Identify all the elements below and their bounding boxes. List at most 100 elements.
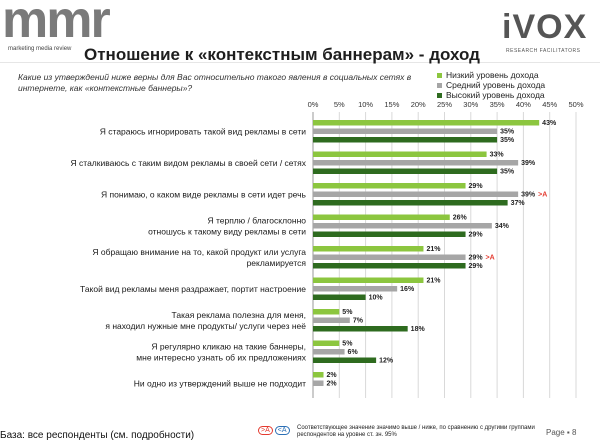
bar-high [313,231,466,237]
data-label: 35% [500,169,515,176]
bar-low [313,340,340,346]
legend-item-mid: Средний уровень дохода [437,80,545,90]
legend-swatch-low [437,72,442,78]
survey-question: Какие из утверждений ниже верны для Вас … [18,72,412,93]
significance-markers: >A <A [258,426,290,435]
data-label: 39% [521,160,536,167]
data-label: 43% [542,120,557,127]
bar-low [313,372,324,378]
bar-mid [313,160,519,166]
bar-low [313,183,466,189]
bar-low [313,246,424,252]
legend-item-high: Высокий уровень дохода [437,90,545,100]
legend-label-low: Низкий уровень дохода [446,70,539,80]
bar-low [313,214,450,220]
mmr-logo-word: mmr [2,0,111,50]
x-tick-label: 35% [490,100,505,109]
data-label: 2% [327,372,338,379]
data-label: 29% [469,263,484,270]
category-label: Ни одно из утверждений выше не подходит [134,378,306,388]
page-number: Page ▪ 8 [546,428,577,437]
significance-note: Соответствующее значение значимо выше / … [297,425,535,438]
mmr-logo-tagline: marketing media review [8,46,72,52]
header-divider [0,62,600,63]
mmr-logo-text: mmr [2,0,111,49]
data-label: 35% [500,129,515,136]
data-label: 26% [453,215,468,222]
bar-mid [313,128,498,134]
category-label: Такой вид рекламы меня раздражает, порти… [80,284,306,294]
x-tick-label: 30% [463,100,478,109]
ivox-logo-tagline: RESEARCH FACILITATORS [506,48,581,54]
data-label: 5% [342,341,353,348]
category-label: рекламируется [247,258,307,268]
data-label: 7% [353,318,364,325]
bar-mid [313,349,345,355]
ivox-logo-word: iVOX [502,8,588,46]
ivox-logo: iVOX RESEARCH FACILITATORS [500,8,600,58]
significance-label: >A [538,192,547,199]
data-label: 10% [369,295,384,302]
data-label: 2% [327,381,338,388]
slide-title: Отношение к «контекстным баннерам» - дох… [84,45,480,64]
legend-swatch-high [437,92,442,98]
legend-label-mid: Средний уровень дохода [446,80,546,90]
category-label: Я стараюсь игнорировать такой вид реклам… [100,126,306,136]
data-label: 21% [426,278,441,285]
bar-mid [313,223,492,229]
data-label: 12% [379,358,394,365]
data-label: 39% [521,192,536,199]
bar-high [313,294,366,300]
bar-high [313,263,466,269]
bar-low [313,120,540,126]
legend-swatch-mid [437,82,442,88]
category-label: Я терплю / благосклонно [207,215,306,225]
x-tick-label: 40% [516,100,531,109]
data-label: 21% [426,246,441,253]
bar-mid [313,317,350,323]
mmr-logo: mmr marketing media review [2,0,111,60]
bar-low [313,277,424,283]
x-tick-label: 20% [411,100,426,109]
bar-mid [313,254,466,260]
category-label: Я понимаю, о каком виде рекламы в сети и… [101,189,307,199]
data-label: 35% [500,137,515,144]
bar-high [313,137,498,143]
base-footnote: База: все респонденты (см. подробности) [0,430,195,441]
chart-legend: Низкий уровень дохода Средний уровень до… [437,70,545,100]
data-label: 6% [348,349,359,356]
sig-higher-marker: >A [258,426,273,435]
x-tick-label: 45% [542,100,557,109]
x-tick-label: 50% [568,100,583,109]
category-label: Такая реклама полезна для меня, [172,310,306,320]
x-tick-label: 15% [384,100,399,109]
data-label: 29% [469,232,484,239]
significance-label: >A [486,255,495,262]
data-label: 5% [342,309,353,316]
category-label: Я сталкиваюсь с таким видом рекламы в св… [71,158,307,168]
sig-lower-marker: <A [274,426,290,435]
bar-high [313,200,508,206]
x-tick-label: 10% [358,100,373,109]
data-label: 34% [495,223,510,230]
category-label: мне интересно узнать об их предложениях [136,352,306,362]
bar-low [313,151,487,157]
data-label: 29% [469,255,484,262]
category-label: Я обращаю внимание на то, какой продукт … [92,247,306,257]
category-label: отношусь к такому виду рекламы в сети [148,226,306,236]
bar-high [313,357,377,363]
category-label: Я регулярно кликаю на такие баннеры, [151,341,306,351]
bar-mid [313,286,398,292]
data-label: 18% [411,326,426,333]
data-label: 29% [469,183,484,190]
bar-mid [313,191,519,197]
x-tick-label: 0% [308,100,319,109]
data-label: 33% [490,152,505,159]
category-label: я находил нужные мне продукты/ услуги че… [105,321,306,331]
x-tick-label: 25% [437,100,452,109]
bar-mid [313,380,324,386]
data-label: 37% [511,200,526,207]
legend-label-high: Высокий уровень дохода [446,90,545,100]
